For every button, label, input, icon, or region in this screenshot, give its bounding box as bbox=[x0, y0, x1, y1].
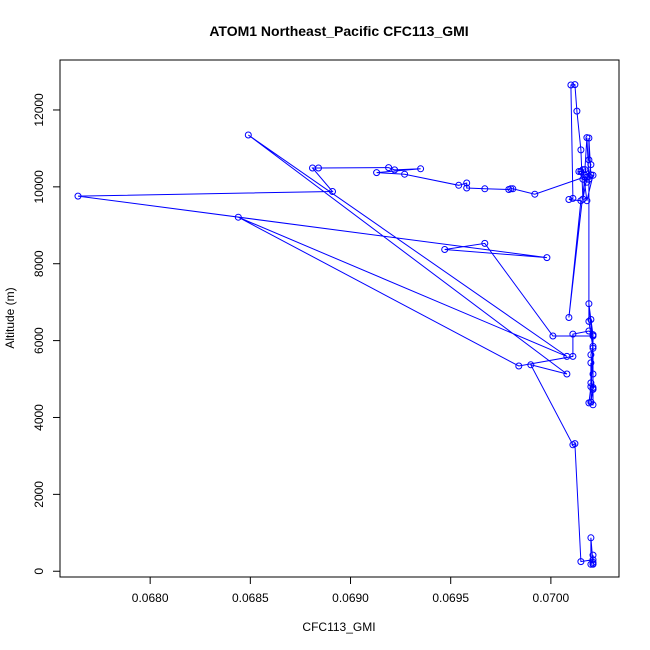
y-tick-label: 0 bbox=[32, 568, 46, 575]
points-layer bbox=[74, 81, 597, 568]
data-point bbox=[569, 194, 577, 202]
data-point bbox=[567, 81, 575, 89]
x-tick-label: 0.0700 bbox=[533, 591, 570, 605]
series-layer bbox=[77, 84, 594, 565]
data-point bbox=[563, 370, 571, 378]
y-tick-label: 8000 bbox=[32, 250, 46, 277]
data-point bbox=[575, 168, 583, 175]
data-point bbox=[391, 166, 399, 174]
data-point bbox=[585, 399, 593, 407]
data-point bbox=[589, 551, 597, 559]
data-point bbox=[585, 156, 593, 164]
data-point bbox=[455, 181, 463, 189]
data-point bbox=[585, 300, 593, 308]
data-point bbox=[589, 556, 597, 564]
y-tick-label: 6000 bbox=[32, 327, 46, 354]
data-point bbox=[515, 362, 523, 370]
y-axis-label: Altitude (m) bbox=[3, 287, 17, 348]
data-point bbox=[463, 179, 471, 187]
data-point bbox=[244, 131, 252, 139]
data-point bbox=[589, 370, 597, 378]
data-point bbox=[571, 81, 579, 89]
data-point bbox=[309, 164, 316, 172]
data-point bbox=[581, 173, 589, 181]
data-point bbox=[589, 384, 597, 391]
data-point bbox=[585, 134, 593, 142]
data-point bbox=[569, 330, 577, 338]
data-point bbox=[579, 166, 587, 174]
data-point bbox=[587, 359, 595, 367]
data-point bbox=[531, 190, 539, 198]
data-point bbox=[565, 314, 573, 321]
x-axis-label: CFC113_GMI bbox=[302, 620, 375, 634]
data-point bbox=[329, 188, 336, 195]
y-tick-label: 10000 bbox=[32, 170, 46, 204]
data-point bbox=[417, 165, 425, 173]
data-point bbox=[587, 161, 595, 169]
data-point bbox=[581, 166, 589, 174]
data-point bbox=[589, 344, 597, 352]
x-axis: 0.0680 0.0685 0.0690 0.0695 0.0700 bbox=[132, 576, 570, 605]
data-point bbox=[589, 171, 597, 179]
data-point bbox=[565, 196, 573, 203]
data-point bbox=[587, 534, 595, 542]
series-line bbox=[77, 84, 594, 565]
data-point bbox=[577, 168, 585, 175]
data-point bbox=[587, 316, 595, 323]
data-point bbox=[577, 558, 585, 566]
data-point bbox=[527, 361, 535, 369]
y-tick-label: 2000 bbox=[32, 481, 46, 508]
data-point bbox=[589, 401, 597, 409]
y-tick-label: 12000 bbox=[32, 93, 46, 127]
data-point bbox=[505, 186, 513, 193]
data-point bbox=[481, 185, 489, 193]
data-point bbox=[589, 342, 597, 350]
data-point bbox=[579, 195, 587, 203]
y-tick-label: 4000 bbox=[32, 404, 46, 431]
data-point bbox=[549, 332, 557, 340]
data-point bbox=[385, 164, 393, 172]
x-tick-label: 0.0680 bbox=[132, 591, 169, 605]
data-point bbox=[585, 317, 593, 325]
data-point bbox=[569, 352, 577, 360]
data-point bbox=[573, 107, 581, 115]
y-axis: 0 2000 4000 6000 8000 10000 12000 bbox=[32, 93, 61, 575]
data-point bbox=[577, 197, 585, 205]
data-point bbox=[589, 332, 597, 340]
data-point bbox=[441, 246, 449, 253]
x-tick-label: 0.0695 bbox=[432, 591, 469, 605]
x-tick-label: 0.0690 bbox=[332, 591, 369, 605]
data-point bbox=[543, 254, 551, 262]
chart-title: ATOM1 Northeast_Pacific CFC113_GMI bbox=[209, 23, 468, 39]
data-point bbox=[373, 169, 381, 177]
plot-area bbox=[59, 59, 620, 578]
data-point bbox=[585, 327, 593, 335]
data-point bbox=[509, 185, 517, 193]
data-point bbox=[577, 146, 585, 154]
data-point bbox=[463, 184, 471, 192]
x-tick-label: 0.0685 bbox=[232, 591, 269, 605]
data-point bbox=[481, 239, 489, 247]
data-point bbox=[74, 192, 82, 200]
data-point bbox=[234, 213, 242, 221]
data-point bbox=[569, 441, 577, 449]
data-point bbox=[401, 170, 409, 178]
data-point bbox=[587, 351, 595, 359]
